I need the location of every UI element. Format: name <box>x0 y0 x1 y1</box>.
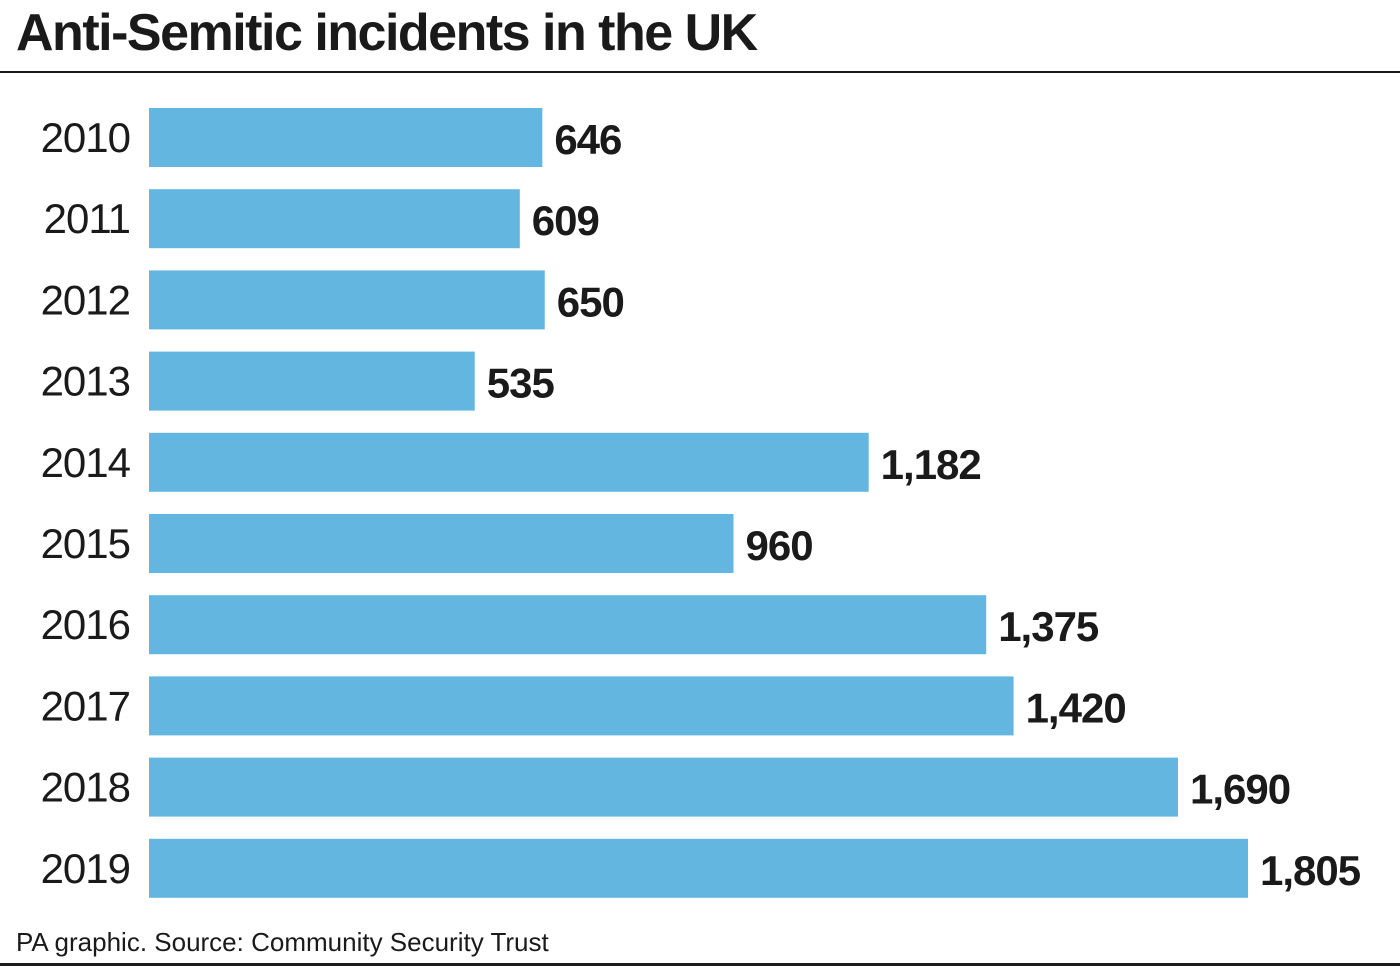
category-label-2011: 2011 <box>44 195 130 242</box>
category-label-2012: 2012 <box>41 276 130 323</box>
category-label-2015: 2015 <box>41 520 130 567</box>
value-label-2019: 1,805 <box>1260 847 1361 894</box>
bar-2010 <box>149 108 543 167</box>
bar-2016 <box>149 595 987 655</box>
value-label-2016: 1,375 <box>998 603 1099 650</box>
category-label-2010: 2010 <box>41 114 130 161</box>
category-label-2014: 2014 <box>41 439 131 486</box>
value-label-2014: 1,182 <box>881 441 981 488</box>
value-label-2012: 650 <box>557 278 624 325</box>
bar-2013 <box>149 351 475 411</box>
value-label-2015: 960 <box>746 522 813 569</box>
bar-2018 <box>149 757 1178 817</box>
bar-2017 <box>149 676 1014 736</box>
value-label-2017: 1,420 <box>1026 684 1126 731</box>
bar-2011 <box>149 189 520 249</box>
category-label-2018: 2018 <box>41 764 130 811</box>
source-note: PA graphic. Source: Community Security T… <box>16 927 549 957</box>
value-label-2011: 609 <box>532 197 599 244</box>
value-label-2018: 1,690 <box>1190 766 1290 813</box>
category-label-2013: 2013 <box>41 358 130 405</box>
value-label-2010: 646 <box>554 116 621 163</box>
bar-2012 <box>149 270 545 330</box>
category-label-2019: 2019 <box>41 845 130 892</box>
value-label-2013: 535 <box>487 360 555 407</box>
title-divider <box>0 71 1400 73</box>
category-label-2016: 2016 <box>41 601 130 648</box>
bar-2019 <box>149 838 1248 898</box>
chart-title: Anti-Semitic incidents in the UK <box>16 4 758 62</box>
bar-2014 <box>149 432 869 492</box>
bar-2015 <box>149 514 734 573</box>
category-label-2017: 2017 <box>41 682 130 729</box>
bottom-divider <box>0 963 1400 966</box>
